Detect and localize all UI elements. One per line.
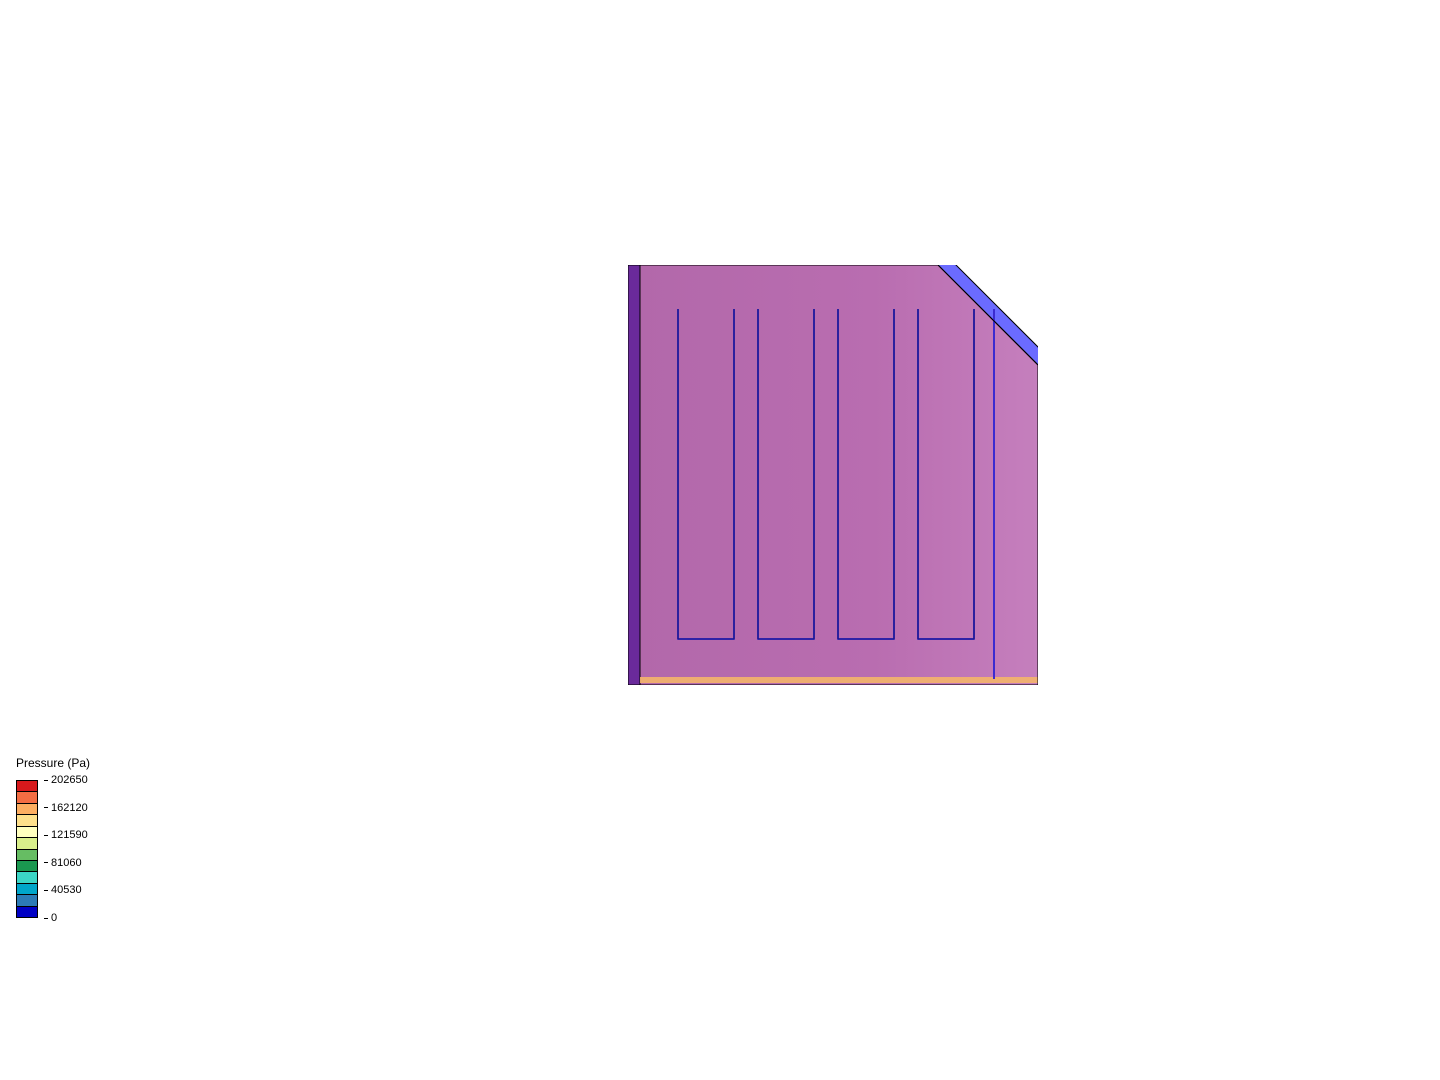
legend-color-swatch <box>17 827 37 838</box>
legend-color-swatch <box>17 907 37 917</box>
legend-color-swatch <box>17 861 37 872</box>
legend-color-swatch <box>17 792 37 803</box>
legend-tick: 121590 <box>44 829 88 841</box>
legend-color-swatch <box>17 804 37 815</box>
legend-color-swatch <box>17 895 37 906</box>
legend-body: 20265016212012159081060405300 <box>16 780 114 918</box>
model-left-edge <box>628 265 640 685</box>
legend-color-bar <box>16 780 38 918</box>
legend-color-swatch <box>17 850 37 861</box>
legend-title: Pressure (Pa) <box>16 756 114 770</box>
legend-tick: 40530 <box>44 884 82 896</box>
legend-ticks: 20265016212012159081060405300 <box>44 780 114 918</box>
legend-color-swatch <box>17 872 37 883</box>
model-front-face <box>628 265 1038 685</box>
legend-tick: 202650 <box>44 774 88 786</box>
legend-tick: 0 <box>44 912 57 924</box>
legend-color-swatch <box>17 781 37 792</box>
legend-tick: 81060 <box>44 857 82 869</box>
model-bottom-band <box>640 677 1038 683</box>
pressure-contour-plot <box>628 265 1038 685</box>
legend-tick: 162120 <box>44 802 88 814</box>
legend-color-swatch <box>17 884 37 895</box>
color-legend: Pressure (Pa) 202650 162120 121590 81060 405… <box>16 756 114 918</box>
legend-color-swatch <box>17 815 37 826</box>
legend-color-swatch <box>17 838 37 849</box>
plot-svg <box>628 265 1038 685</box>
